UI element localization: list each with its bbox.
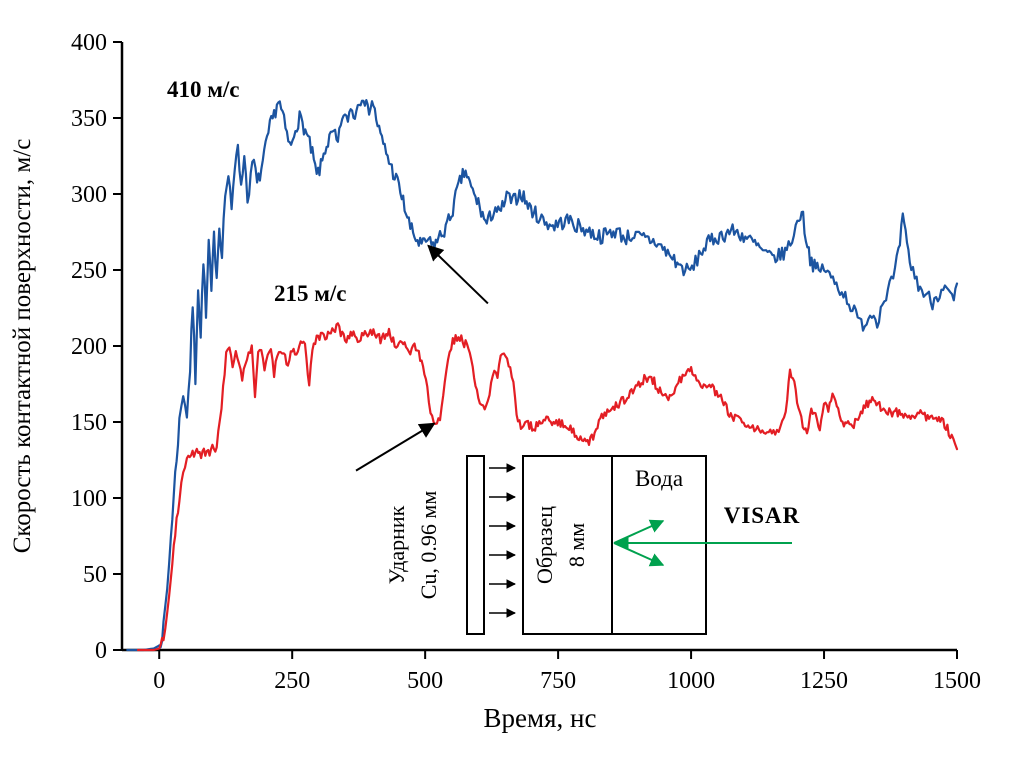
visar-label: VISAR	[724, 503, 801, 528]
x-tick-label: 1000	[667, 668, 715, 694]
y-tick-label: 400	[71, 30, 107, 56]
series-line-red	[136, 322, 959, 652]
impactor-label-line1: Ударник	[384, 505, 409, 584]
experiment-schematic: Ударник Cu, 0.96 мм Образец 8 мм Вода VI…	[384, 455, 801, 635]
y-tick-label: 300	[71, 182, 107, 208]
y-tick-label: 150	[71, 410, 107, 436]
x-tick-label: 250	[274, 668, 310, 694]
water-label: Вода	[635, 466, 683, 491]
sample-label-line1: Образец	[532, 506, 557, 584]
x-tick-label: 1250	[800, 668, 848, 694]
series-label-red: 215 м/с	[274, 281, 347, 306]
x-tick-label: 500	[407, 668, 443, 694]
y-tick-label: 50	[83, 562, 107, 588]
sample-water-box	[522, 455, 707, 635]
impactor-plate	[466, 455, 485, 635]
y-tick-label: 100	[71, 486, 107, 512]
impact-direction-arrows	[489, 463, 516, 618]
visar-reflected-arrow-up	[613, 519, 665, 544]
axes: 0 50 100 150 200 250 300 350 400 0 250 500 750 1000 12…	[71, 30, 981, 694]
arrow-to-red-curve	[355, 422, 436, 472]
x-tick-label: 1500	[933, 668, 981, 694]
series-lines	[126, 99, 959, 652]
visar-reflected-arrow-down	[613, 542, 665, 567]
impactor-label-line2: Cu, 0.96 мм	[416, 491, 441, 600]
sample-label-line2: 8 мм	[564, 523, 589, 567]
series-line-blue	[126, 99, 959, 652]
x-tick-label: 750	[540, 668, 576, 694]
y-tick-label: 250	[71, 258, 107, 284]
y-tick-label: 0	[95, 638, 107, 664]
arrow-to-blue-curve	[427, 244, 489, 305]
curve-annotations	[355, 244, 489, 472]
x-tick-label: 0	[153, 668, 165, 694]
x-axis-title: Время, нс	[484, 703, 597, 733]
y-axis-title: Скорость контактной поверхности, м/с	[9, 139, 36, 554]
y-tick-label: 350	[71, 106, 107, 132]
y-tick-label: 200	[71, 334, 107, 360]
series-label-blue: 410 м/с	[167, 77, 240, 102]
